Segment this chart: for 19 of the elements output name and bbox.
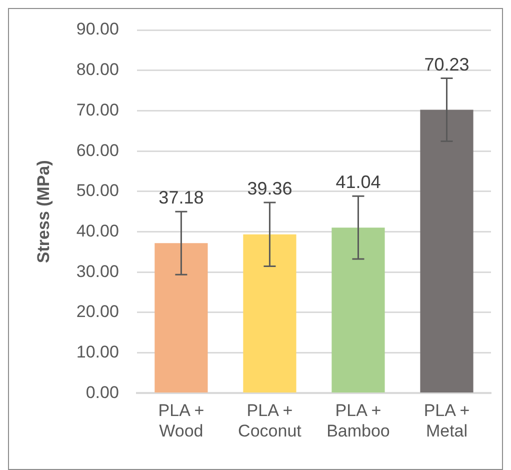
y-tick-label: 80.00 (76, 60, 119, 80)
y-tick-label: 10.00 (76, 342, 119, 362)
data-label: 41.04 (336, 172, 381, 192)
y-tick-label: 50.00 (76, 181, 119, 200)
x-tick-label: PLA + Metal (424, 401, 470, 440)
y-tick-label: 40.00 (76, 221, 119, 240)
y-tick-label: 20.00 (76, 302, 119, 322)
x-tick-label: PLA + Wood (158, 401, 204, 440)
y-tick-label: 60.00 (76, 140, 119, 160)
y-tick-label: 0.00 (86, 382, 119, 402)
y-tick-label: 30.00 (76, 262, 119, 281)
y-axis-title: Stress (MPa) (34, 160, 53, 264)
x-tick-label: PLA + Coconut (238, 401, 302, 440)
data-label: 70.23 (424, 54, 470, 74)
x-tick-label: PLA + Bamboo (326, 401, 390, 440)
data-label: 37.18 (158, 188, 204, 208)
y-tick-label: 70.00 (76, 100, 119, 120)
data-label: 39.36 (247, 178, 292, 198)
y-tick-label: 90.00 (76, 20, 119, 39)
